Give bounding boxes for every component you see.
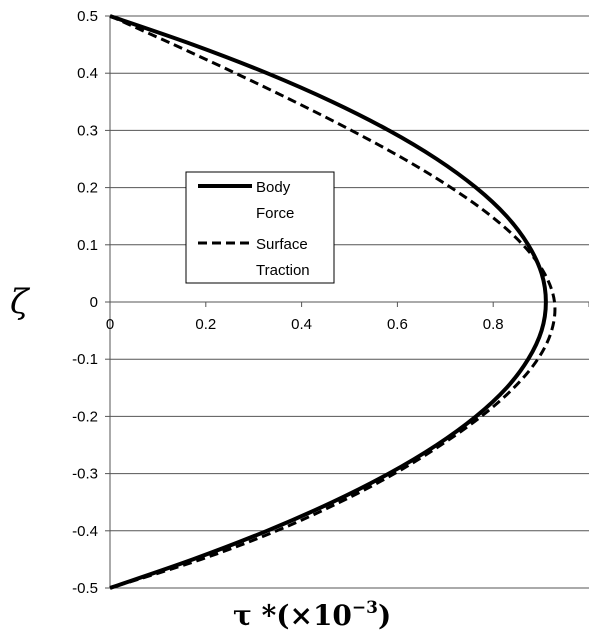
series-layer (109, 14, 557, 590)
y-tick-label-5: 0 (90, 294, 98, 311)
series-line-surface-traction (109, 14, 557, 590)
x-tick-label-1: 0.2 (195, 316, 216, 333)
x-tick-label-0: 0 (106, 316, 114, 333)
x-tick-label-3: 0.6 (387, 316, 408, 333)
y-tick-label-8: -0.3 (72, 466, 98, 483)
x-axis-title-main: τ *(×10 (233, 599, 352, 632)
y-axis-title: ζ (10, 282, 31, 322)
x-axis-title-exponent: −3 (352, 598, 378, 618)
y-tick-label-7: -0.2 (72, 408, 98, 425)
y-tick-label-0: 0.5 (77, 8, 98, 25)
legend-box (185, 171, 335, 284)
y-axis-ticks: 0.5 0.4 0.3 0.2 0.1 0 -0.1 -0.2 -0.3 -0.4 -0.5 (72, 8, 110, 597)
legend-label-surface-traction-line1: Surface (256, 236, 308, 253)
y-tick-label-2: 0.3 (77, 122, 98, 139)
y-tick-label-1: 0.4 (77, 65, 98, 82)
series-line-body-force (109, 14, 548, 590)
y-tick-label-9: -0.4 (72, 523, 98, 540)
x-axis-title: τ *(×10−3) (233, 598, 391, 632)
legend-label-body-force-line1: Body (256, 179, 291, 196)
x-tick-label-4: 0.8 (483, 316, 504, 333)
legend-label-surface-traction-line2: Traction (256, 262, 310, 279)
y-tick-label-10: -0.5 (72, 580, 98, 597)
y-tick-label-6: -0.1 (72, 351, 98, 368)
plot-area (109, 16, 589, 588)
y-tick-label-4: 0.1 (77, 237, 98, 254)
legend-label-body-force-line2: Force (256, 205, 294, 222)
legend: Body Force Surface Traction (185, 171, 335, 284)
x-axis-ticks: 0 0.2 0.4 0.6 0.8 (106, 302, 589, 333)
y-tick-label-3: 0.2 (77, 180, 98, 197)
x-tick-label-2: 0.4 (291, 316, 312, 333)
x-axis-title-close: ) (378, 599, 391, 632)
